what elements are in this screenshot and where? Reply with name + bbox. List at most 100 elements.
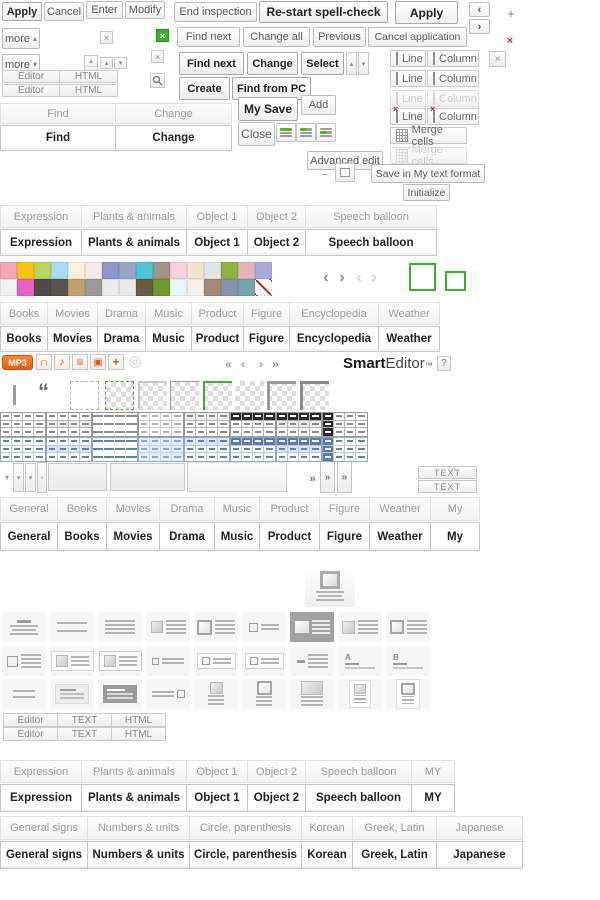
tab-object-2[interactable]: Object 2 <box>248 784 306 812</box>
tab-html[interactable]: HTML <box>112 727 166 741</box>
tab-movies[interactable]: Movies <box>48 302 98 325</box>
palette-swatch[interactable] <box>17 262 34 279</box>
tab-drama[interactable]: Drama <box>160 522 215 551</box>
border-style-thumb-corner-green[interactable] <box>203 381 232 410</box>
palette-swatch[interactable] <box>34 262 51 279</box>
align-list-icon-1[interactable] <box>276 123 296 142</box>
layout-thumb-imgframe-top[interactable] <box>242 679 286 709</box>
tab-circle-parenthesis[interactable]: Circle, parenthesis <box>190 841 302 869</box>
palette-swatch[interactable] <box>204 279 221 296</box>
tab-editor[interactable]: Editor <box>3 727 58 741</box>
palette-swatch[interactable] <box>119 279 136 296</box>
table-style-thumb-blue-header-dark[interactable] <box>230 437 276 462</box>
table-style-thumb-gray-striped[interactable] <box>46 412 92 437</box>
tab-product[interactable]: Product <box>260 497 320 521</box>
layout-thumb-boxed-img[interactable] <box>50 646 94 676</box>
tab-my[interactable]: My <box>431 497 480 521</box>
layout-thumb-dot-left[interactable] <box>146 646 190 676</box>
tab-numbers-units[interactable]: Numbers & units <box>88 816 190 840</box>
tab-korean[interactable]: Korean <box>302 816 353 840</box>
palette-swatch[interactable] <box>51 279 68 296</box>
table-style-thumb-blue-header-tint[interactable] <box>184 437 230 462</box>
layout-thumb-boxed-dot2[interactable] <box>242 646 286 676</box>
last-page-icon[interactable]: » <box>272 356 279 371</box>
close-button-small[interactable]: × <box>100 31 113 44</box>
apply-button-large[interactable]: Apply <box>395 1 458 24</box>
palette-next-icon[interactable]: › <box>339 269 345 286</box>
tab-my[interactable]: MY <box>412 760 455 783</box>
tab-encyclopedia[interactable]: Encyclopedia <box>290 302 379 325</box>
expand-button-1[interactable]: » <box>320 461 335 493</box>
tab-expression[interactable]: Expression <box>0 229 82 256</box>
tab-html[interactable]: HTML <box>112 713 166 727</box>
tab-product[interactable]: Product <box>192 302 244 325</box>
tab-weather[interactable]: Weather <box>370 522 431 551</box>
spinner-up-icon[interactable]: ▴ <box>89 58 93 65</box>
create-button[interactable]: Create <box>179 77 230 100</box>
blank-select-medium[interactable] <box>110 463 185 491</box>
modify-button[interactable]: Modify <box>125 1 165 19</box>
tab-movies[interactable]: Movies <box>107 497 160 521</box>
delete-line-button[interactable]: Line <box>390 104 426 125</box>
palette-swatch[interactable] <box>187 262 204 279</box>
chevron-right-button[interactable]: › <box>469 19 490 34</box>
tab-figure[interactable]: Figure <box>320 522 370 551</box>
more-down-button[interactable]: more ▾ <box>2 54 40 75</box>
palette-swatch[interactable] <box>153 279 170 296</box>
tab-general-signs[interactable]: General signs <box>0 841 88 869</box>
palette-swatch[interactable] <box>221 262 238 279</box>
tab-weather[interactable]: Weather <box>379 302 440 325</box>
align-list-icon-2[interactable] <box>296 123 316 142</box>
border-style-thumb-dashed-gray[interactable] <box>70 381 99 410</box>
find-next-button[interactable]: Find next <box>177 27 240 47</box>
tab-books[interactable]: Books <box>58 497 107 521</box>
tab-find[interactable]: Find <box>0 125 116 151</box>
palette-swatch[interactable] <box>0 262 17 279</box>
delete-column-button[interactable]: Column <box>427 104 479 125</box>
tab-plants-animals[interactable]: Plants & animals <box>82 205 187 228</box>
tab-my[interactable]: My <box>431 522 480 551</box>
layout-thumb-img-left-dark[interactable] <box>290 612 334 642</box>
tab-music[interactable]: Music <box>146 302 192 325</box>
help-button[interactable]: ? <box>437 356 451 371</box>
next-page-icon[interactable]: › <box>259 356 263 371</box>
table-style-thumb-gray-hlines[interactable] <box>92 412 138 437</box>
palette-swatch[interactable] <box>17 279 34 296</box>
save-my-text-format-button[interactable]: Save in My text format <box>371 164 485 183</box>
table-style-thumb-gray-light[interactable] <box>138 412 184 437</box>
close-button-small-2[interactable]: × <box>151 50 164 63</box>
layout-thumb-card[interactable] <box>338 679 382 709</box>
palette-swatch[interactable] <box>68 262 85 279</box>
tab-plants-animals[interactable]: Plants & animals <box>82 784 187 812</box>
tab-object-2[interactable]: Object 2 <box>248 229 306 256</box>
tab-html[interactable]: HTML <box>60 70 118 83</box>
tab-product[interactable]: Product <box>260 522 320 551</box>
tab-speech-balloon[interactable]: Speech balloon <box>306 784 412 812</box>
palette-swatch[interactable] <box>238 262 255 279</box>
palette-swatch[interactable] <box>238 279 255 296</box>
apply-button[interactable]: Apply <box>2 2 42 21</box>
palette-swatch-none[interactable] <box>255 279 272 296</box>
tab-editor[interactable]: Editor <box>2 70 60 83</box>
tab-japanese[interactable]: Japanese <box>437 841 523 869</box>
layout-thumb-img-top[interactable] <box>194 679 238 709</box>
palette-swatch[interactable] <box>119 262 136 279</box>
add-media-icon[interactable]: + <box>108 354 124 370</box>
restore-window-button[interactable] <box>335 163 355 182</box>
layout-thumb-dash-lines[interactable] <box>290 646 334 676</box>
layout-thumb-imgframe-left[interactable] <box>194 612 238 642</box>
spin-up-button[interactable]: ▴ <box>100 57 113 69</box>
tab-general[interactable]: General <box>0 522 58 551</box>
find-from-pc-button[interactable]: Find from PC <box>232 77 311 100</box>
enter-button[interactable]: Enter <box>86 1 123 19</box>
tab-speech-balloon[interactable]: Speech balloon <box>306 229 437 256</box>
palette-swatch[interactable] <box>34 279 51 296</box>
tab-text[interactable]: TEXT <box>58 713 112 727</box>
palette-swatch[interactable] <box>170 262 187 279</box>
palette-swatch[interactable] <box>85 262 102 279</box>
close-button-boxed[interactable]: × <box>489 51 506 67</box>
tab-change[interactable]: Change <box>116 103 232 124</box>
tab-general-signs[interactable]: General signs <box>0 816 88 840</box>
headphone-icon[interactable]: ∩ <box>36 354 52 370</box>
tab-music[interactable]: Music <box>146 326 192 352</box>
